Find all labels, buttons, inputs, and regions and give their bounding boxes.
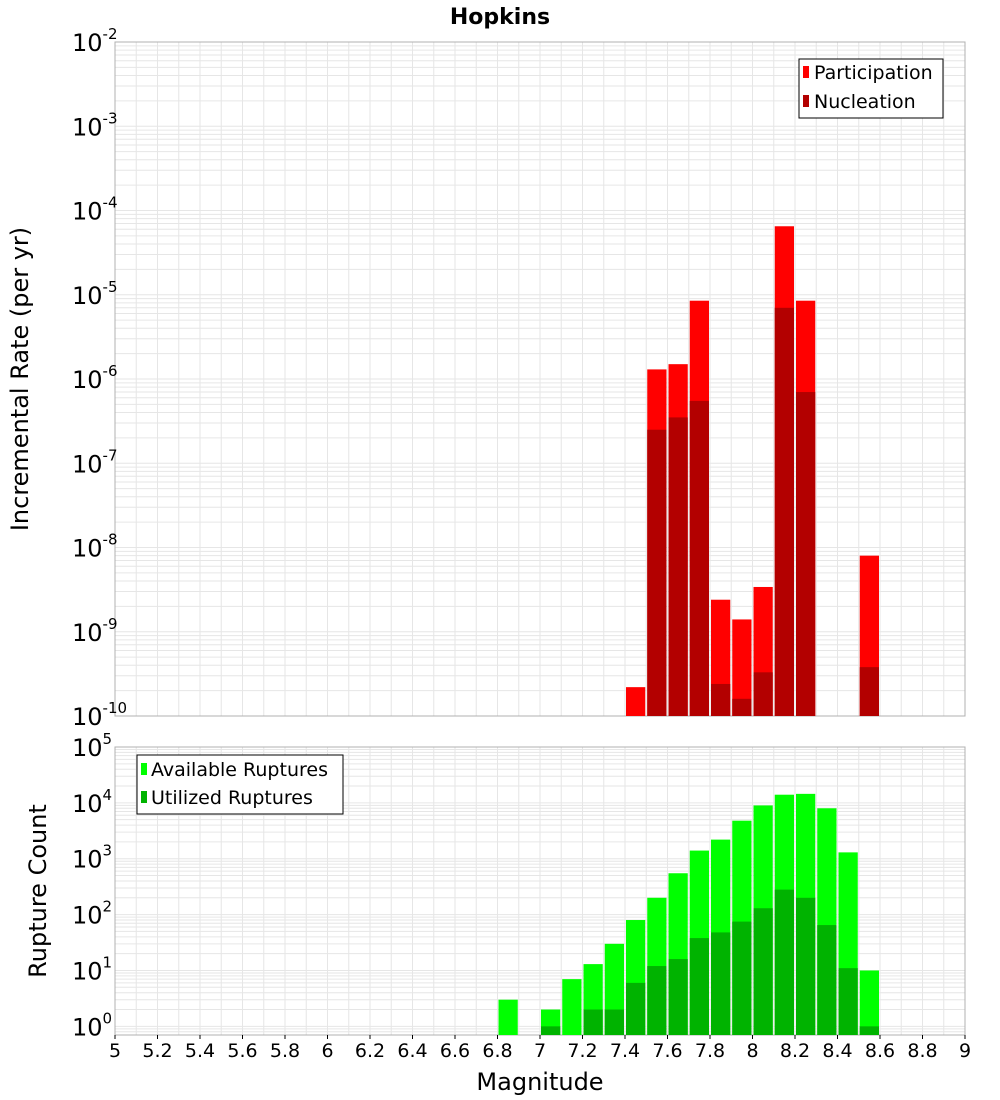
x-tick-label: 9 [959, 1040, 971, 1062]
participation-legend-label: Participation [814, 62, 933, 84]
y-tick-label: 10-4 [72, 194, 118, 226]
rate-y-axis-label: Incremental Rate (per yr) [6, 227, 34, 531]
count-legend-box [136, 754, 344, 815]
count-y-tick-labels: 100 101 102 103 104 105 [72, 730, 112, 1041]
nucleation-bar [668, 417, 688, 716]
y-tick-label: 100 [72, 1009, 112, 1041]
x-tick-label: 7.8 [695, 1040, 725, 1062]
y-tick-label: 102 [72, 898, 112, 930]
y-tick-label: 101 [72, 953, 112, 985]
utilized-ruptures-bar [753, 908, 773, 1035]
x-tick-label: 5.8 [270, 1040, 300, 1062]
y-tick-label: 104 [72, 786, 112, 818]
participation-bar [626, 687, 646, 716]
utilized-ruptures-bar [817, 925, 837, 1035]
nucleation-bar [647, 429, 667, 716]
utilized-ruptures-bar [732, 921, 752, 1035]
available-legend-label: Available Ruptures [151, 759, 328, 781]
nucleation-bar [711, 683, 731, 716]
nucleation-bar [689, 400, 709, 716]
nucleation-bar [859, 667, 879, 716]
utilized-ruptures-bar [626, 982, 646, 1035]
utilized-ruptures-bar [859, 1026, 879, 1035]
rate-panel: 10-10 10-9 10-8 10-7 10-6 10-5 10-4 10-3 10-2 In… [6, 25, 966, 731]
rate-bars [626, 226, 879, 716]
rate-legend: Participation Nucleation [798, 58, 944, 119]
utilized-ruptures-bar [668, 959, 688, 1035]
utilized-ruptures-bar [689, 938, 709, 1035]
x-tick-label: 8.8 [907, 1040, 937, 1062]
nucleation-legend-swatch [803, 95, 809, 107]
participation-bar [732, 619, 752, 716]
utilized-ruptures-bar [583, 1009, 603, 1035]
x-tick-label: 5.6 [227, 1040, 257, 1062]
rate-gridlines [114, 42, 966, 717]
count-y-axis-label: Rupture Count [24, 804, 52, 978]
y-tick-label: 10-9 [72, 615, 118, 647]
utilized-ruptures-bar [541, 1026, 561, 1035]
chart-title: Hopkins [450, 5, 550, 30]
x-tick-label: 6.6 [440, 1040, 470, 1062]
count-panel: 100 101 102 103 104 105 5 5.2 5.4 5.6 5.8 6 6.2 6.4 6… [24, 730, 971, 1096]
nucleation-bar [796, 392, 816, 716]
x-tick-label: 8.2 [780, 1040, 810, 1062]
y-tick-label: 10-10 [72, 699, 127, 731]
x-tick-label: 8.4 [822, 1040, 852, 1062]
x-tick-label: 5 [109, 1040, 121, 1062]
y-tick-label: 103 [72, 842, 112, 874]
available-ruptures-bar [859, 970, 879, 1035]
x-tick-label: 6.2 [355, 1040, 385, 1062]
x-tick-label: 6 [321, 1040, 333, 1062]
magnitude-tick-labels: 5 5.2 5.4 5.6 5.8 6 6.2 6.4 6.6 6.8 7 7.2 7.4 7.6 7.8 8… [109, 1035, 971, 1062]
x-tick-label: 7.6 [652, 1040, 682, 1062]
count-bars [498, 793, 879, 1035]
y-tick-label: 105 [72, 730, 112, 762]
utilized-legend-label: Utilized Ruptures [151, 787, 313, 809]
utilized-ruptures-bar [838, 968, 858, 1035]
x-tick-label: 7.2 [567, 1040, 597, 1062]
x-tick-label: 5.2 [142, 1040, 172, 1062]
available-ruptures-bar [498, 999, 518, 1035]
y-tick-label: 10-2 [72, 25, 118, 57]
rate-y-tick-labels: 10-10 10-9 10-8 10-7 10-6 10-5 10-4 10-3 10-2 [72, 25, 127, 731]
nucleation-legend-label: Nucleation [814, 91, 916, 113]
x-tick-label: 8.6 [865, 1040, 895, 1062]
utilized-ruptures-bar [711, 932, 731, 1035]
utilized-legend-swatch [141, 791, 147, 803]
participation-legend-swatch [803, 66, 809, 78]
rate-legend-box [798, 58, 944, 119]
nucleation-bar [753, 672, 773, 716]
utilized-ruptures-bar [796, 897, 816, 1035]
x-tick-label: 6.8 [482, 1040, 512, 1062]
y-tick-label: 10-7 [72, 446, 118, 478]
nucleation-bar [774, 307, 794, 716]
x-tick-label: 5.4 [185, 1040, 215, 1062]
x-tick-label: 6.4 [397, 1040, 427, 1062]
count-legend: Available Ruptures Utilized Ruptures [136, 754, 344, 815]
utilized-ruptures-bar [774, 889, 794, 1035]
y-tick-label: 10-3 [72, 109, 118, 141]
y-tick-label: 10-8 [72, 531, 118, 563]
available-ruptures-bar [562, 979, 582, 1035]
nucleation-bar [732, 698, 752, 716]
x-tick-label: 8 [746, 1040, 758, 1062]
utilized-ruptures-bar [604, 1009, 624, 1035]
y-tick-label: 10-6 [72, 362, 118, 394]
utilized-ruptures-bar [647, 966, 667, 1035]
x-tick-label: 7.4 [610, 1040, 640, 1062]
x-tick-label: 7 [534, 1040, 546, 1062]
rate-plot-frame [114, 41, 966, 717]
y-tick-label: 10-5 [72, 278, 118, 310]
x-axis-label: Magnitude [476, 1068, 603, 1096]
available-legend-swatch [141, 763, 147, 775]
